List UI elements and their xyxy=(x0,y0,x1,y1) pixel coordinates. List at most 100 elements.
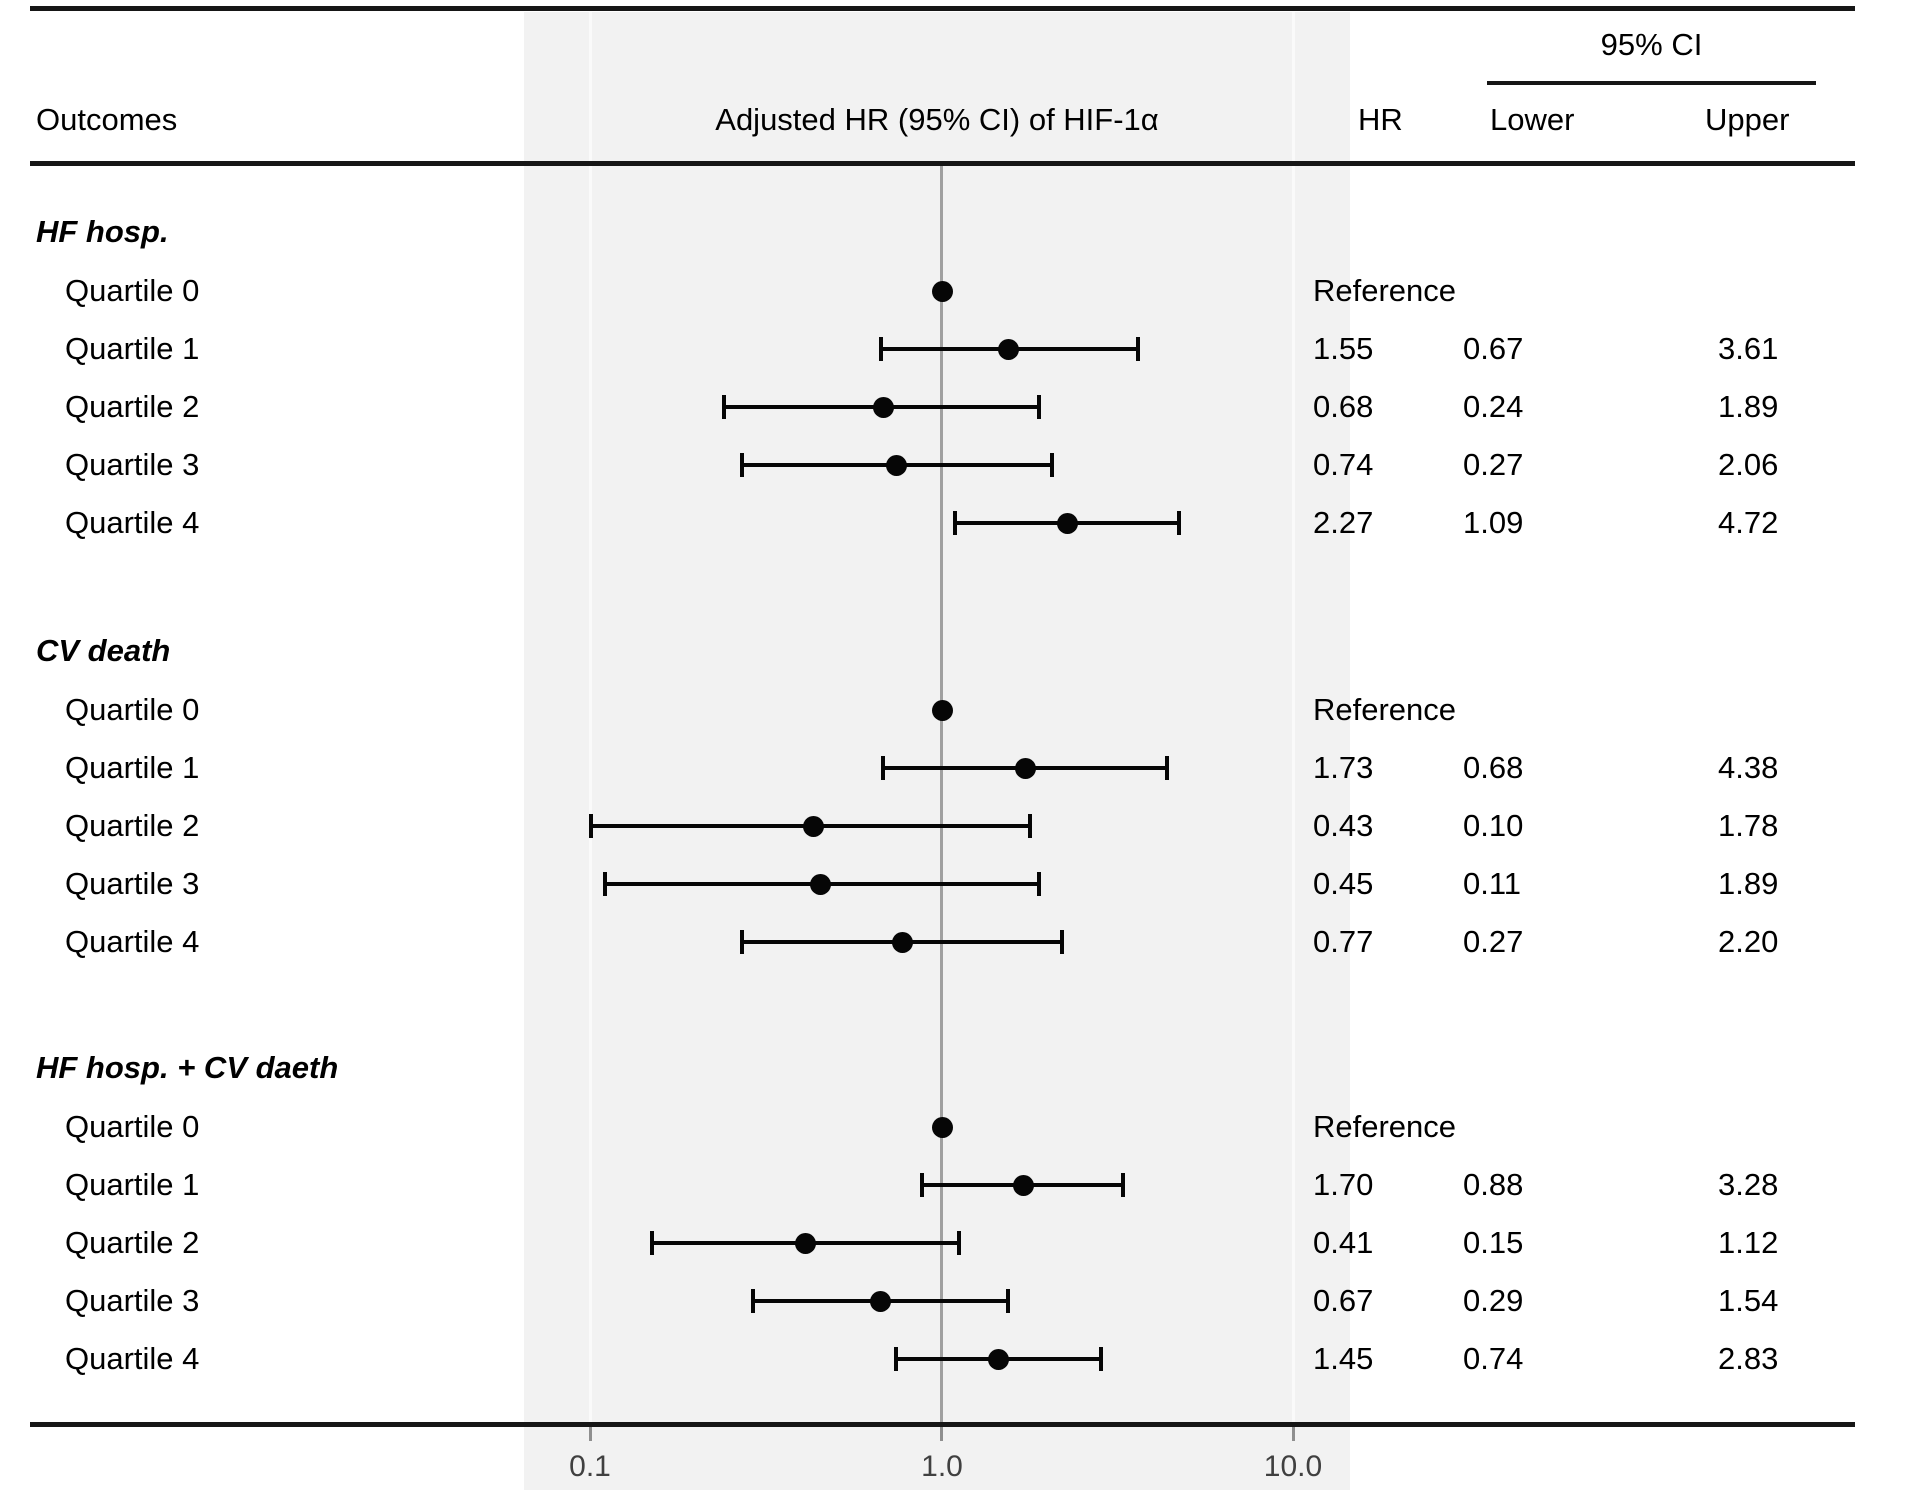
hr-value: 0.41 xyxy=(1313,1225,1374,1260)
forest-dot xyxy=(802,815,824,837)
row-label: Quartile 4 xyxy=(65,924,200,959)
reference-line-1-0 xyxy=(940,166,943,1422)
group-header: HF hosp. + CV daeth xyxy=(36,1050,339,1085)
upper-value: 4.38 xyxy=(1718,750,1779,785)
ci-cap-lower xyxy=(953,511,958,535)
lower-value: 0.27 xyxy=(1463,924,1524,959)
gridline-10-0 xyxy=(1292,12,1295,1422)
ci-cap-lower xyxy=(881,756,886,780)
ci-cap-upper xyxy=(1060,930,1065,954)
forest-dot xyxy=(795,1232,817,1254)
row-label: Quartile 0 xyxy=(65,273,200,308)
row-label: Quartile 1 xyxy=(65,750,200,785)
ci-cap-lower xyxy=(588,814,593,838)
ci-cap-lower xyxy=(920,1173,925,1197)
ci-header-underline xyxy=(1487,81,1816,85)
hr-value: 1.73 xyxy=(1313,750,1374,785)
hr-value: 1.55 xyxy=(1313,331,1374,366)
plot-area-band xyxy=(524,12,1350,1490)
forest-dot xyxy=(1015,757,1037,779)
ci-cap-upper xyxy=(1050,453,1055,477)
row-label: Quartile 3 xyxy=(65,866,200,901)
axis-tick-10-0 xyxy=(1292,1427,1295,1441)
ci-cap-upper xyxy=(1098,1347,1103,1371)
axis-tick-label-10-0: 10.0 xyxy=(1263,1450,1323,1483)
column-header-upper: Upper xyxy=(1705,102,1790,137)
reference-label: Reference xyxy=(1313,273,1457,308)
ci-cap-upper xyxy=(1165,756,1170,780)
forest-dot xyxy=(1056,512,1078,534)
row-label: Quartile 0 xyxy=(65,1109,200,1144)
lower-value: 1.09 xyxy=(1463,505,1524,540)
ci-cap-upper xyxy=(1037,872,1042,896)
ci-cap-lower xyxy=(894,1347,899,1371)
ci-cap-lower xyxy=(878,337,883,361)
forest-dot xyxy=(988,1348,1010,1370)
hr-value: 0.67 xyxy=(1313,1283,1374,1318)
lower-value: 0.67 xyxy=(1463,331,1524,366)
forest-dot xyxy=(1012,1174,1034,1196)
forest-dot xyxy=(931,1116,953,1138)
table-top-rule xyxy=(30,6,1855,11)
ci-cap-upper xyxy=(1176,511,1181,535)
ci-cap-lower xyxy=(740,453,745,477)
lower-value: 0.11 xyxy=(1463,866,1522,901)
forest-dot xyxy=(809,873,831,895)
lower-value: 0.10 xyxy=(1463,808,1524,843)
axis-tick-label-1-0: 1.0 xyxy=(921,1450,963,1483)
forest-dot xyxy=(931,280,953,302)
row-label: Quartile 2 xyxy=(65,808,200,843)
upper-value: 2.83 xyxy=(1718,1341,1779,1376)
column-header-outcomes: Outcomes xyxy=(36,102,178,137)
row-label: Quartile 0 xyxy=(65,692,200,727)
hr-value: 0.68 xyxy=(1313,389,1374,424)
upper-value: 2.20 xyxy=(1718,924,1779,959)
ci-cap-lower xyxy=(650,1231,655,1255)
forest-dot xyxy=(870,1290,892,1312)
upper-value: 2.06 xyxy=(1718,447,1779,482)
column-header-plot-title: Adjusted HR (95% CI) of HIF-1α xyxy=(715,102,1159,137)
reference-label: Reference xyxy=(1313,1109,1457,1144)
column-header-hr: HR xyxy=(1358,102,1403,137)
column-header-lower: Lower xyxy=(1490,102,1575,137)
row-label: Quartile 4 xyxy=(65,505,200,540)
forest-dot xyxy=(885,454,907,476)
lower-value: 0.88 xyxy=(1463,1167,1524,1202)
reference-label: Reference xyxy=(1313,692,1457,727)
ci-cap-lower xyxy=(603,872,608,896)
upper-value: 1.89 xyxy=(1718,866,1779,901)
lower-value: 0.74 xyxy=(1463,1341,1524,1376)
row-label: Quartile 2 xyxy=(65,389,200,424)
upper-value: 3.61 xyxy=(1718,331,1779,366)
ci-cap-upper xyxy=(957,1231,962,1255)
table-header-rule xyxy=(30,161,1855,166)
lower-value: 0.24 xyxy=(1463,389,1524,424)
gridline-0-1 xyxy=(589,12,592,1422)
ci-cap-lower xyxy=(751,1289,756,1313)
ci-cap-upper xyxy=(1005,1289,1010,1313)
table-bottom-rule xyxy=(30,1422,1855,1427)
axis-tick-1-0 xyxy=(940,1427,943,1441)
row-label: Quartile 1 xyxy=(65,331,200,366)
hr-value: 0.43 xyxy=(1313,808,1374,843)
hr-value: 0.77 xyxy=(1313,924,1374,959)
hr-value: 0.45 xyxy=(1313,866,1374,901)
row-label: Quartile 3 xyxy=(65,1283,200,1318)
lower-value: 0.29 xyxy=(1463,1283,1524,1318)
ci-cap-lower xyxy=(722,395,727,419)
group-header: CV death xyxy=(36,633,171,668)
row-label: Quartile 4 xyxy=(65,1341,200,1376)
row-label: Quartile 2 xyxy=(65,1225,200,1260)
ci-cap-lower xyxy=(740,930,745,954)
upper-value: 3.28 xyxy=(1718,1167,1779,1202)
axis-tick-0-1 xyxy=(589,1427,592,1441)
axis-tick-label-0-1: 0.1 xyxy=(569,1450,611,1483)
lower-value: 0.27 xyxy=(1463,447,1524,482)
hr-value: 1.70 xyxy=(1313,1167,1374,1202)
hr-value: 0.74 xyxy=(1313,447,1374,482)
upper-value: 1.89 xyxy=(1718,389,1779,424)
row-label: Quartile 3 xyxy=(65,447,200,482)
hr-value: 2.27 xyxy=(1313,505,1374,540)
ci-cap-upper xyxy=(1037,395,1042,419)
